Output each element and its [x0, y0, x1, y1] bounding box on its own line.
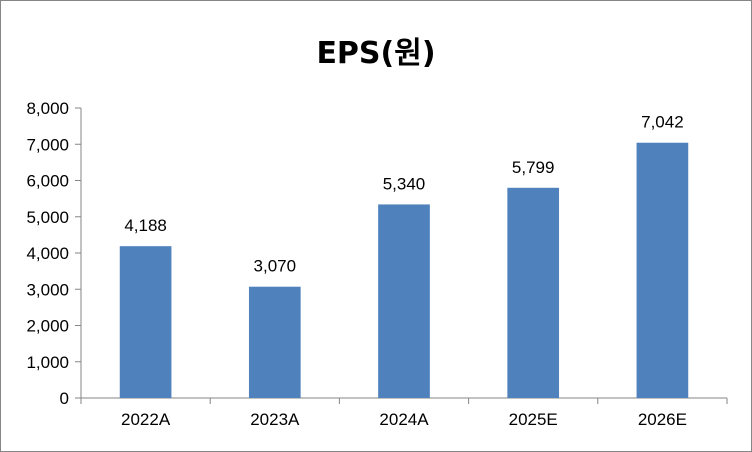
data-label-2025E: 5,799	[512, 158, 555, 177]
x-tick-label: 2025E	[509, 410, 558, 429]
y-tick-label: 8,000	[26, 99, 69, 118]
y-tick-label: 2,000	[26, 317, 69, 336]
y-tick-label: 1,000	[26, 353, 69, 372]
y-axis: 0 1,000 2,000 3,000 4,000 5,000 6,000 7,000 8,00…	[26, 99, 82, 408]
data-label-2026E: 7,042	[641, 113, 684, 132]
bar-2023A	[248, 286, 301, 398]
x-axis: 2022A 2023A 2024A 2025E 2026E	[80, 397, 728, 429]
y-tick-label: 3,000	[26, 280, 69, 299]
x-tick-label: 2026E	[638, 410, 687, 429]
bar-2025E	[507, 187, 560, 398]
bar-2022A	[119, 246, 172, 398]
y-tick-label: 4,000	[26, 244, 69, 263]
x-tick-label: 2022A	[121, 410, 171, 429]
data-label-2022A: 4,188	[124, 216, 167, 235]
data-label-2024A: 5,340	[383, 174, 426, 193]
y-tick-label: 5,000	[26, 208, 69, 227]
bar-2024A	[378, 204, 430, 398]
bars	[119, 142, 689, 398]
chart-title: EPS(원)	[316, 36, 436, 71]
y-tick-label: 6,000	[26, 172, 69, 191]
bar-2026E	[636, 142, 689, 398]
y-tick-label: 7,000	[26, 135, 69, 154]
y-tick-label: 0	[60, 389, 69, 408]
data-labels: 4,188 3,070 5,340 5,799 7,042	[124, 113, 683, 276]
x-tick-label: 2023A	[250, 410, 300, 429]
x-tick-label: 2024A	[379, 410, 429, 429]
data-label-2023A: 3,070	[254, 257, 297, 276]
